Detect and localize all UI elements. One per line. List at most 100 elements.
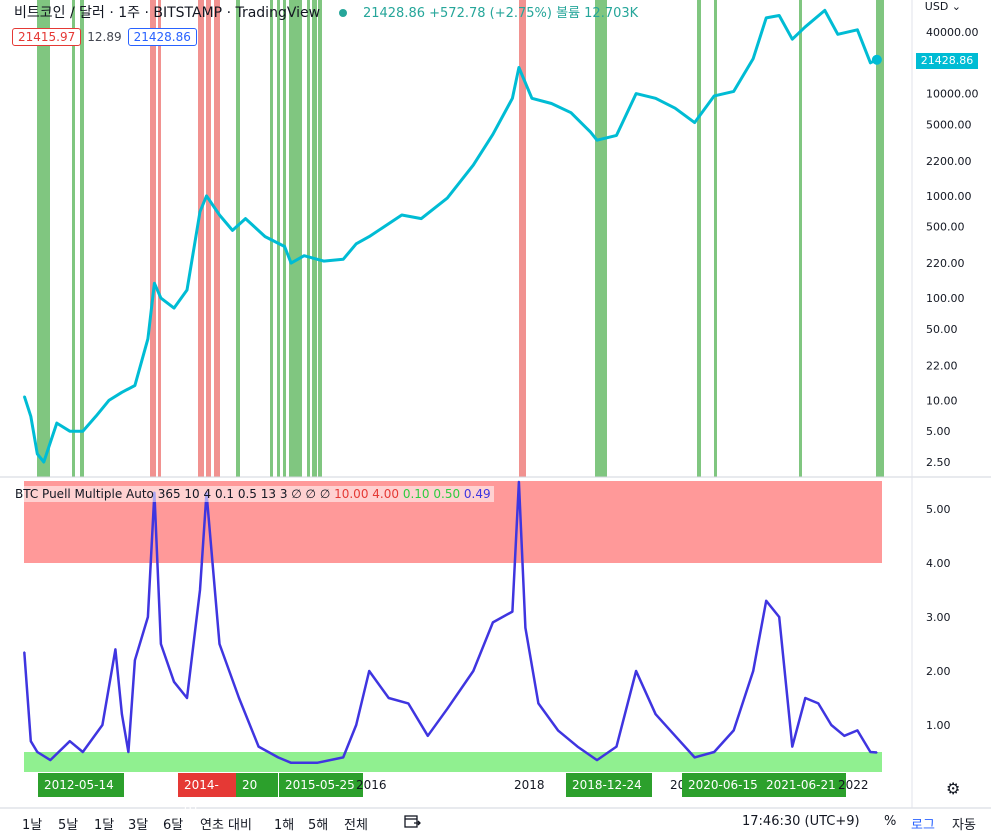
price-point: [472, 164, 475, 166]
puell-point: [765, 600, 768, 602]
puell-point: [134, 659, 136, 661]
puell-point: [199, 589, 201, 591]
range-5d-button[interactable]: 5날: [58, 818, 79, 833]
price-point: [446, 197, 449, 199]
puell-point: [49, 759, 52, 761]
puell-point: [693, 756, 696, 759]
price-axis-tick: 5.00: [926, 425, 951, 438]
price-axis-tick: 10.00: [926, 394, 958, 407]
range-ytd-button[interactable]: 연초 대비: [200, 818, 252, 833]
clock-readout[interactable]: 17:46:30 (UTC+9): [742, 814, 860, 829]
price-point: [420, 217, 423, 220]
puell-point: [557, 729, 559, 732]
price-point: [95, 415, 97, 418]
puell-axis-tick: 3.00: [926, 611, 951, 624]
price-point: [218, 214, 221, 216]
date-label: 2016: [356, 778, 387, 792]
price-point: [511, 97, 514, 100]
date-label: 2018-12-24: [566, 773, 652, 797]
signal-zone: [318, 0, 322, 477]
date-label: 2015-05-25: [279, 773, 363, 797]
range-6m-button[interactable]: 6달: [163, 818, 184, 833]
price-point: [550, 102, 553, 105]
puell-point: [387, 697, 390, 699]
date-range-icon[interactable]: [404, 813, 422, 829]
signal-zone: [289, 0, 302, 477]
price-point: [29, 415, 32, 418]
range-1d-button[interactable]: 1날: [22, 818, 43, 833]
puell-point: [426, 735, 429, 737]
price-point: [173, 307, 175, 309]
puell-point: [147, 616, 149, 618]
legend-value-1: 10.00: [334, 487, 369, 501]
price-point: [199, 210, 201, 213]
price-point: [186, 289, 188, 291]
signal-zone: [236, 0, 240, 477]
indicator-name: BTC Puell Multiple Auto 365 10 4 0.1 0.5…: [15, 487, 335, 501]
price-point: [342, 258, 344, 261]
puell-point: [238, 697, 240, 699]
price-point: [69, 430, 71, 433]
puell-point: [114, 648, 117, 651]
signal-zone: [72, 0, 75, 477]
legend-value-4: 0.50: [433, 487, 461, 501]
spread-value: 12.89: [87, 30, 122, 44]
price-point: [160, 297, 162, 299]
puell-point: [674, 735, 676, 737]
price-point: [147, 338, 149, 340]
price-point: [570, 111, 572, 114]
date-label: 2014-01-: [178, 773, 242, 816]
percent-toggle[interactable]: %: [884, 814, 897, 829]
buy-price-button[interactable]: 21428.86: [127, 28, 197, 46]
price-point: [824, 9, 826, 12]
signal-zone: [80, 0, 84, 477]
sell-price-button[interactable]: 21415.97: [12, 28, 82, 46]
currency-selector[interactable]: USD ⌄: [924, 0, 961, 13]
range-5y-button[interactable]: 5해: [308, 818, 329, 833]
range-all-button[interactable]: 전체: [344, 818, 368, 833]
price-point: [205, 195, 208, 197]
price-point: [322, 260, 325, 262]
puell-point: [407, 702, 410, 705]
puell-point: [218, 643, 221, 645]
price-point: [589, 131, 592, 133]
price-point: [752, 57, 755, 60]
date-label: 2018: [514, 778, 545, 792]
puell-point: [635, 670, 637, 672]
date-label: 2022: [838, 778, 869, 792]
price-point: [303, 254, 305, 257]
price-point: [804, 25, 807, 28]
puell-point: [876, 751, 878, 754]
price-point: [713, 95, 715, 97]
price-series-line: [22, 8, 878, 464]
puell-point: [537, 702, 540, 705]
price-axis-tick: 40000.00: [926, 26, 979, 39]
price-point: [153, 282, 156, 284]
range-1m-button[interactable]: 1달: [94, 818, 115, 833]
puell-point: [257, 745, 260, 748]
puell-point: [843, 735, 846, 737]
puell-point: [869, 751, 872, 753]
puell-point: [36, 751, 39, 753]
legend-value-2: 4.00: [372, 487, 399, 501]
puell-point: [29, 740, 32, 742]
date-label: 2020-06-15: [682, 773, 768, 797]
symbol-title[interactable]: 비트코인 / 달러 · 1주 · BITSTAMP · TradingView: [14, 5, 321, 21]
range-1y-button[interactable]: 1해: [274, 818, 295, 833]
puell-point: [160, 643, 162, 645]
range-3m-button[interactable]: 3달: [128, 818, 149, 833]
price-point: [596, 139, 598, 142]
indicator-legend[interactable]: BTC Puell Multiple Auto 365 10 4 0.1 0.5…: [12, 486, 494, 502]
date-label: 2012-05-14: [38, 773, 124, 797]
puell-point: [277, 756, 279, 759]
price-point: [400, 214, 403, 216]
puell-point: [752, 670, 755, 672]
price-point: [82, 430, 84, 433]
auto-toggle[interactable]: 자동: [952, 818, 976, 833]
price-point: [654, 97, 657, 100]
log-toggle[interactable]: 로그: [911, 818, 935, 833]
puell-point: [817, 702, 820, 705]
settings-gear-icon[interactable]: ⚙: [946, 779, 961, 798]
price-point: [635, 92, 637, 95]
